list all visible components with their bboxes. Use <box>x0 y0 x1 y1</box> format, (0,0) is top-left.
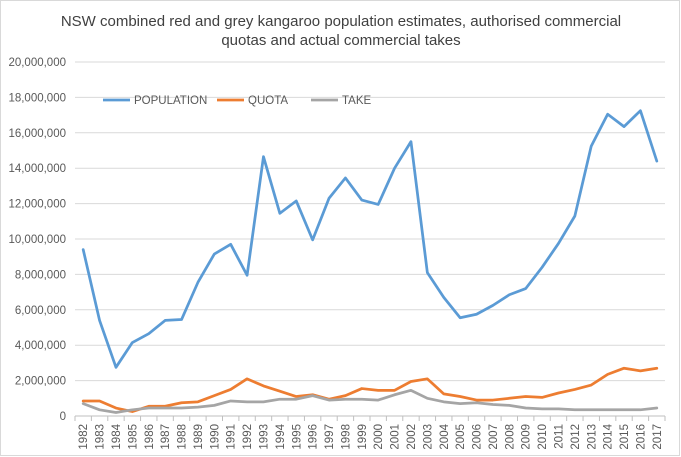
x-tick-label: 2013 <box>586 424 598 450</box>
chart-title-line-2: quotas and actual commercial takes <box>221 32 461 49</box>
x-tick-label: 1984 <box>111 423 123 449</box>
x-tick-label: 1983 <box>95 424 107 450</box>
x-tick-label: 1994 <box>275 423 287 449</box>
x-tick-label: 2008 <box>504 424 516 450</box>
series-line-quota <box>81 366 659 413</box>
x-tick-label: 2007 <box>488 424 500 450</box>
x-tick-label: 1993 <box>258 424 270 450</box>
x-tick-label: 2012 <box>570 424 582 450</box>
x-tick-label: 1985 <box>127 424 139 450</box>
x-tick-label: 1982 <box>78 424 90 450</box>
x-tick-label: 1999 <box>357 424 369 450</box>
y-tick-label: 18,000,000 <box>8 92 66 104</box>
y-tick-label: 8,000,000 <box>15 269 66 281</box>
legend-label-take: TAKE <box>342 95 372 107</box>
x-tick-label: 1995 <box>291 424 303 450</box>
x-tick-label: 2001 <box>390 424 402 450</box>
x-tick-label: 1988 <box>177 424 189 450</box>
x-tick-label: 2016 <box>635 424 647 450</box>
legend-label-population: POPULATION <box>134 95 207 107</box>
x-tick-label: 2005 <box>455 424 467 450</box>
y-tick-label: 4,000,000 <box>15 340 66 352</box>
x-tick-label: 2004 <box>439 423 451 449</box>
x-tick-label: 2006 <box>472 424 484 450</box>
series-lines <box>81 109 659 414</box>
y-tick-label: 0 <box>60 411 66 423</box>
x-tick-label: 2000 <box>373 424 385 450</box>
x-tick-label: 1986 <box>144 424 156 450</box>
gridlines <box>75 61 665 417</box>
x-tick-label: 1996 <box>308 424 320 450</box>
x-tick-label: 2010 <box>537 424 549 450</box>
series-line-population <box>81 109 659 369</box>
x-tick-label: 2009 <box>521 424 533 450</box>
x-tick-label: 2011 <box>553 424 565 449</box>
x-axis: 1982 1983 1984 1985 1986 1987 1988 1989 1990 1991… <box>74 415 666 450</box>
x-tick-label: 1989 <box>193 424 205 450</box>
x-tick-label: 2017 <box>652 424 664 450</box>
x-tick-label: 1987 <box>160 424 172 450</box>
chart-title-line-1: NSW combined red and grey kangaroo popul… <box>60 13 622 30</box>
legend: POPULATION QUOTA TAKE <box>103 95 372 107</box>
x-tick-label: 1998 <box>340 424 352 450</box>
x-tick-label: 1997 <box>324 424 336 450</box>
y-tick-label: 16,000,000 <box>8 128 66 140</box>
y-tick-label: 10,000,000 <box>8 234 66 246</box>
x-tick-label: 1992 <box>242 424 254 450</box>
y-axis: 0 2,000,000 4,000,000 6,000,000 8,000,000 10,… <box>8 57 66 423</box>
y-tick-label: 20,000,000 <box>8 57 66 69</box>
x-tick-label: 2015 <box>619 424 631 450</box>
series-line-take <box>81 388 659 414</box>
x-tick-label: 2003 <box>422 424 434 450</box>
legend-label-quota: QUOTA <box>248 95 288 107</box>
x-tick-label: 1991 <box>226 424 238 450</box>
y-tick-label: 6,000,000 <box>15 305 66 317</box>
x-tick-label: 1990 <box>209 424 221 450</box>
y-tick-label: 12,000,000 <box>8 199 66 211</box>
x-tick-label: 2014 <box>603 423 615 449</box>
y-tick-label: 2,000,000 <box>15 376 66 388</box>
x-tick-label: 2002 <box>406 424 418 450</box>
y-tick-label: 14,000,000 <box>8 163 66 175</box>
